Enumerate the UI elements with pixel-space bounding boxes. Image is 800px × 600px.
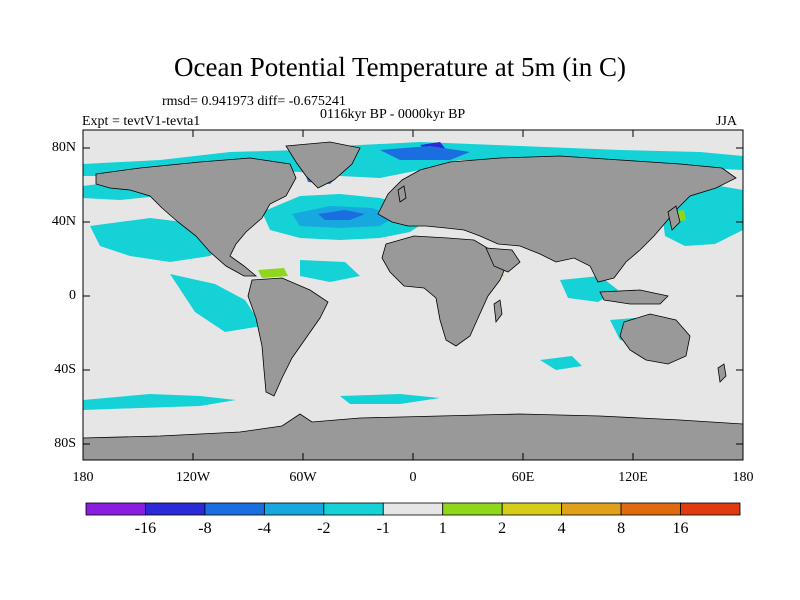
colorbar-bin bbox=[204, 502, 265, 516]
landmass-eurasia bbox=[377, 155, 737, 283]
colorbar-bin bbox=[561, 502, 622, 516]
map-title: Ocean Potential Temperature at 5m (in C) bbox=[174, 52, 626, 82]
landmass-madagascar bbox=[493, 299, 503, 324]
colorbar-label: -4 bbox=[257, 520, 272, 537]
season-label: JJA bbox=[716, 114, 738, 129]
colorbar-label: 16 bbox=[672, 520, 689, 537]
anomaly-region bbox=[318, 210, 365, 220]
landmass-australia bbox=[619, 313, 691, 365]
lon-label-180e: 180 bbox=[732, 470, 754, 485]
colorbar-label: 8 bbox=[617, 520, 626, 537]
landmass-south-america bbox=[247, 277, 329, 397]
colorbar-bin bbox=[501, 502, 563, 516]
colorbar-label: -1 bbox=[376, 520, 390, 537]
colorbar-label: -16 bbox=[134, 520, 157, 537]
colorbar-bin bbox=[263, 502, 325, 516]
colorbar-label: 1 bbox=[438, 520, 447, 537]
colorbar-label: 4 bbox=[557, 520, 566, 537]
landmass-north-america bbox=[95, 157, 297, 277]
colorbar-bin bbox=[620, 502, 681, 516]
lat-label-40s: 40S bbox=[54, 362, 76, 377]
lon-label-60w: 60W bbox=[289, 470, 317, 485]
anomaly-region bbox=[340, 394, 440, 404]
colorbar-label: -8 bbox=[198, 520, 212, 537]
colorbar-bin bbox=[323, 502, 384, 516]
anomaly-region bbox=[300, 260, 360, 282]
landmass-africa bbox=[381, 235, 507, 347]
landmass-indonesia bbox=[599, 289, 669, 305]
lon-label-120w: 120W bbox=[175, 470, 211, 485]
lat-label-40n: 40N bbox=[51, 214, 76, 229]
landmass-new-zealand bbox=[717, 363, 727, 383]
anomaly-region bbox=[380, 146, 470, 160]
anomaly-region bbox=[540, 356, 582, 370]
experiment-label: Expt = tevtV1-tevta1 bbox=[82, 114, 201, 129]
lon-label-0: 0 bbox=[409, 470, 417, 485]
landmass-arabia bbox=[485, 247, 521, 273]
lat-label-0: 0 bbox=[69, 288, 76, 303]
lon-label-60e: 60E bbox=[511, 470, 535, 485]
anomaly-region bbox=[258, 268, 288, 278]
rmsd-diff-stats: rmsd= 0.941973 diff= -0.675241 bbox=[162, 94, 346, 109]
anomaly-region bbox=[83, 394, 236, 410]
lon-label-120e: 120E bbox=[618, 470, 648, 485]
period-label: 0116kyr BP - 0000kyr BP bbox=[320, 107, 466, 122]
landmass-britain bbox=[397, 185, 407, 203]
lat-label-80s: 80S bbox=[54, 436, 76, 451]
colorbar bbox=[85, 502, 741, 516]
anomaly-region bbox=[170, 274, 262, 332]
colorbar-label: 2 bbox=[498, 520, 507, 537]
colorbar-bin bbox=[85, 502, 146, 516]
landmass-antarctica bbox=[83, 413, 743, 460]
landmass-japan bbox=[667, 205, 681, 231]
lon-label-180w: 180 bbox=[72, 470, 94, 485]
landmass-greenland bbox=[285, 141, 361, 189]
colorbar-bin bbox=[442, 502, 503, 516]
colorbar-bin bbox=[382, 502, 444, 516]
colorbar-label: -2 bbox=[317, 520, 331, 537]
colorbar-bin bbox=[680, 502, 741, 516]
colorbar-bin bbox=[145, 502, 206, 516]
lat-label-80n: 80N bbox=[51, 140, 76, 155]
